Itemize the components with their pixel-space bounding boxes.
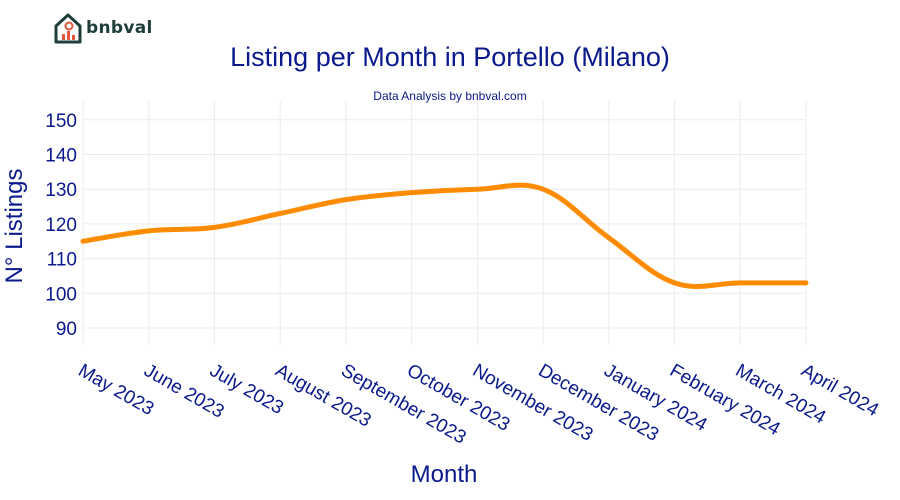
y-tick-label: 140 [45,146,77,167]
grid-lines [82,100,807,345]
chart-title: Listing per Month in Portello (Milano) [230,42,670,72]
listings-series-line [80,182,809,289]
brand-logo: bnbval [54,12,153,44]
y-tick-label: 110 [47,250,77,271]
y-tick-label: 150 [45,111,77,132]
chart-subtitle: Data Analysis by bnbval.com [373,89,527,103]
x-axis-title: Month [411,461,478,488]
house-chart-icon [54,13,82,44]
y-tick-label: 100 [45,284,77,305]
series-lines [80,182,809,289]
y-axis-title: N° Listings [1,169,28,284]
y-tick-label: 130 [45,180,77,201]
x-tick-label: February 2024 [666,360,784,440]
y-tick-labels: 90 100 110 120 130 140 150 [45,111,77,340]
y-tick-label: 90 [56,319,77,340]
y-tick-label: 120 [45,215,77,236]
brand-name: bnbval [86,18,153,38]
